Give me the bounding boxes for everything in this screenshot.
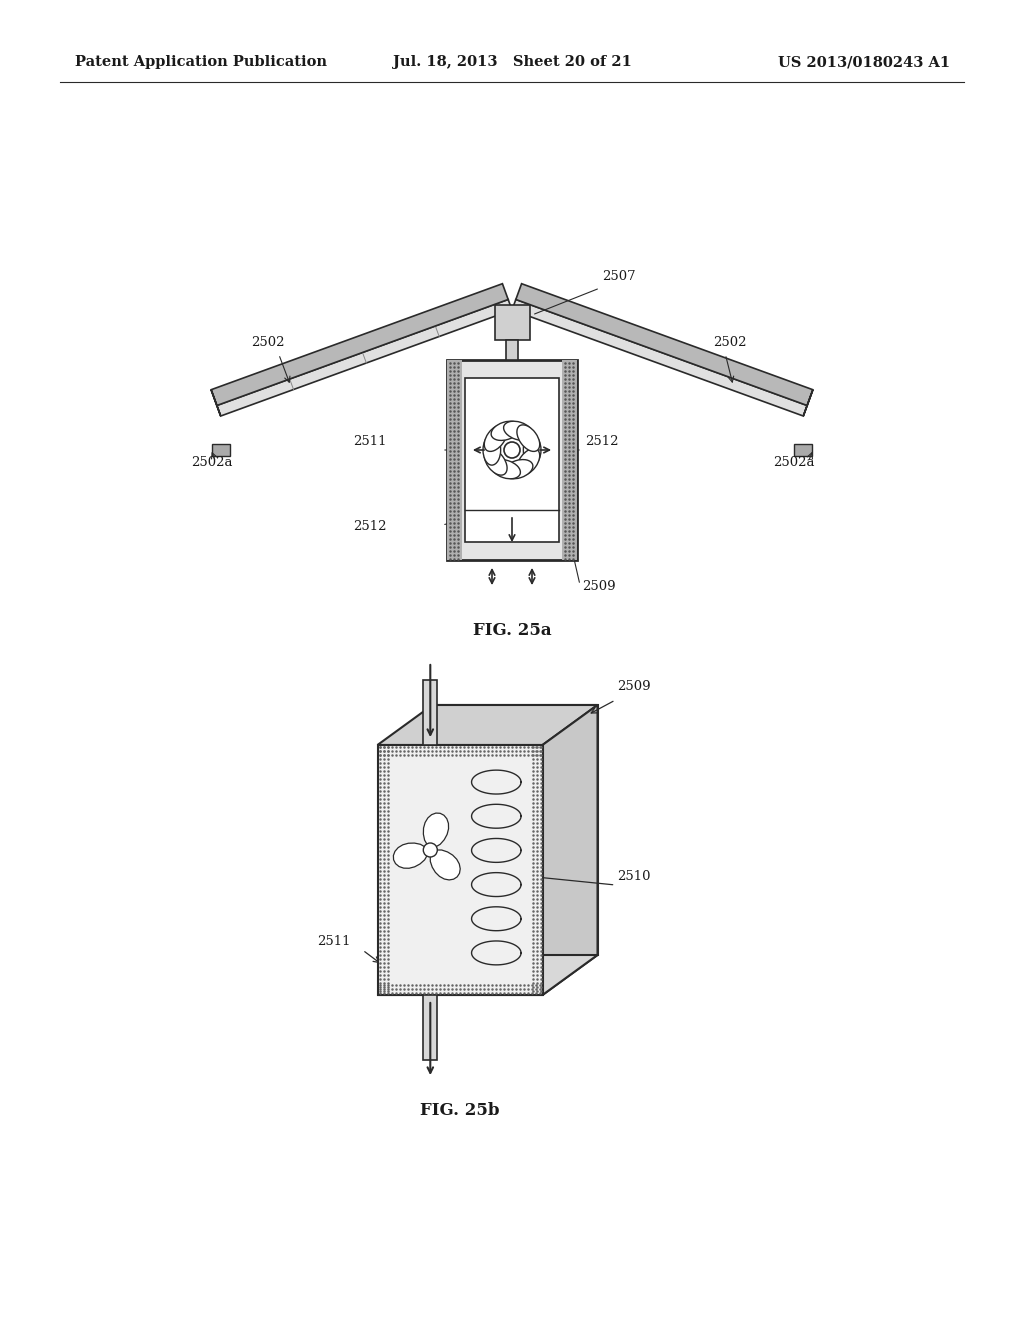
Bar (423, 995, 437, 1060)
Polygon shape (803, 389, 813, 416)
Ellipse shape (492, 421, 520, 441)
Bar (465, 378, 559, 543)
Text: 2512: 2512 (353, 520, 387, 533)
Polygon shape (432, 705, 597, 954)
Bar (506, 341, 518, 360)
Text: Patent Application Publication: Patent Application Publication (75, 55, 327, 69)
Polygon shape (516, 284, 813, 405)
Text: US 2013/0180243 A1: US 2013/0180243 A1 (778, 55, 950, 69)
Ellipse shape (504, 421, 532, 441)
Polygon shape (378, 744, 543, 995)
Ellipse shape (483, 434, 501, 465)
Bar (562, 360, 577, 560)
Text: 2507: 2507 (602, 271, 636, 282)
Text: 2502a: 2502a (190, 455, 232, 469)
Ellipse shape (517, 449, 540, 475)
Text: 2509: 2509 (617, 680, 651, 693)
Polygon shape (512, 300, 807, 416)
Polygon shape (378, 705, 597, 744)
Text: 2512: 2512 (585, 436, 618, 447)
Ellipse shape (492, 459, 520, 479)
Ellipse shape (484, 449, 507, 475)
Text: 2511: 2511 (353, 436, 387, 447)
Polygon shape (795, 444, 812, 455)
Bar (447, 360, 577, 560)
Polygon shape (393, 843, 428, 869)
Polygon shape (378, 954, 597, 995)
Polygon shape (495, 305, 529, 341)
Polygon shape (211, 389, 221, 416)
Ellipse shape (484, 425, 507, 451)
Polygon shape (211, 284, 508, 405)
Circle shape (423, 843, 437, 857)
Polygon shape (423, 813, 449, 847)
Polygon shape (212, 444, 229, 455)
Bar (423, 680, 437, 744)
Polygon shape (543, 705, 597, 995)
Text: 2502: 2502 (714, 337, 746, 348)
Ellipse shape (517, 425, 540, 451)
Text: 2510: 2510 (617, 870, 651, 883)
Polygon shape (217, 300, 512, 416)
Text: FIG. 25b: FIG. 25b (420, 1102, 500, 1119)
Text: 2511: 2511 (317, 935, 351, 948)
Circle shape (504, 442, 520, 458)
Bar (447, 360, 462, 560)
Ellipse shape (523, 434, 541, 465)
Text: Jul. 18, 2013   Sheet 20 of 21: Jul. 18, 2013 Sheet 20 of 21 (392, 55, 632, 69)
Ellipse shape (504, 459, 532, 479)
Text: 2502a: 2502a (773, 455, 815, 469)
Text: FIG. 25a: FIG. 25a (473, 622, 551, 639)
Polygon shape (430, 850, 460, 880)
Text: 2502: 2502 (251, 337, 285, 348)
Text: 2509: 2509 (582, 579, 615, 593)
